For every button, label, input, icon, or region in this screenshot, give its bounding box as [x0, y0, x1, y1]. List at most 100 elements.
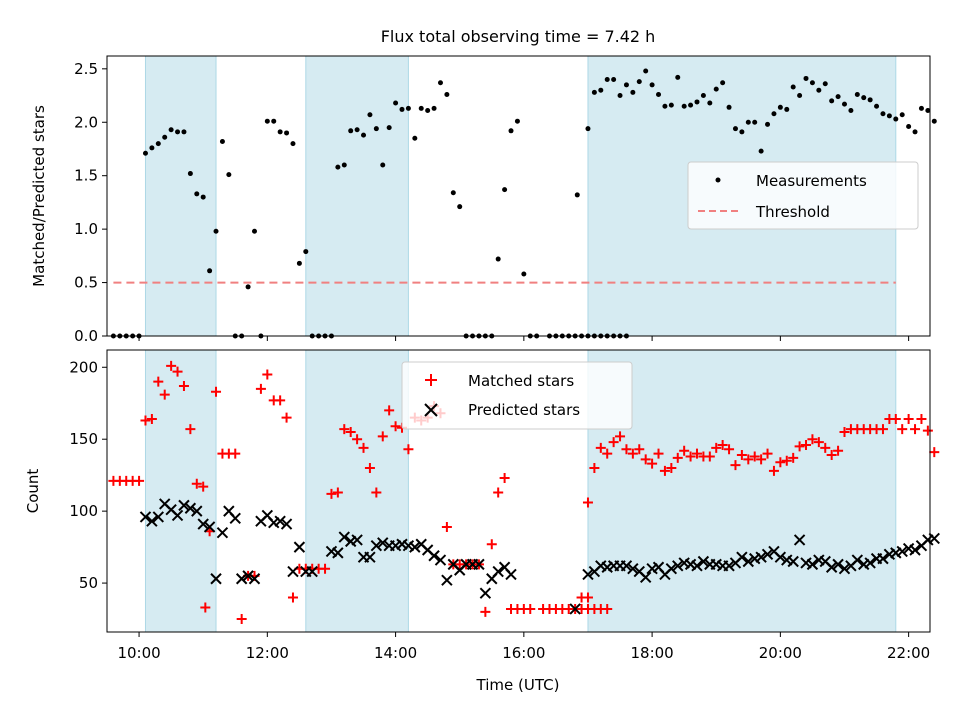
point-matched-stars	[140, 415, 151, 426]
point-measurements	[886, 113, 892, 119]
point-matched-stars	[929, 447, 940, 458]
point-predicted-stars	[428, 550, 440, 562]
point-measurements	[861, 95, 867, 101]
point-measurements	[829, 98, 835, 104]
point-matched-stars	[807, 434, 818, 445]
point-measurements	[271, 118, 277, 124]
point-measurements	[720, 80, 726, 86]
point-measurements	[758, 148, 764, 154]
point-matched-stars	[178, 380, 189, 391]
point-matched-stars	[198, 481, 209, 492]
point-predicted-stars	[235, 573, 248, 585]
point-measurements	[630, 89, 636, 95]
point-matched-stars	[332, 487, 343, 498]
top-y-tick-label: 1.0	[74, 220, 98, 238]
point-measurements	[765, 121, 771, 127]
point-matched-stars	[916, 414, 927, 425]
legend-marker-measurements	[715, 177, 721, 183]
point-matched-stars	[711, 442, 722, 453]
point-matched-stars	[582, 497, 593, 508]
bottom-y-tick-label: 200	[69, 358, 98, 376]
point-measurements	[681, 103, 687, 109]
point-matched-stars	[897, 424, 908, 435]
point-measurements	[290, 141, 296, 147]
point-measurements	[835, 94, 841, 100]
point-predicted-stars	[473, 558, 485, 571]
point-predicted-stars	[332, 547, 344, 559]
point-measurements	[643, 68, 649, 74]
point-predicted-stars	[723, 560, 735, 572]
legend-label-measurements: Measurements	[756, 172, 867, 190]
point-matched-stars	[691, 448, 702, 459]
point-matched-stars	[736, 450, 747, 461]
point-matched-stars	[185, 424, 196, 435]
point-measurements	[906, 124, 912, 130]
point-predicted-stars	[210, 573, 222, 585]
point-measurements	[149, 145, 155, 151]
point-matched-stars	[486, 539, 497, 550]
point-predicted-stars	[152, 511, 165, 523]
point-measurements	[514, 118, 520, 124]
point-measurements	[636, 79, 642, 85]
legend-label-matched: Matched stars	[468, 372, 574, 390]
point-predicted-stars	[851, 554, 864, 566]
point-matched-stars	[480, 606, 491, 617]
point-measurements	[444, 91, 450, 97]
point-measurements	[752, 119, 758, 125]
point-predicted-stars	[441, 574, 453, 586]
point-predicted-stars	[864, 557, 876, 569]
top-axes: 0.0 0.5 1.0 1.5 2.0 2.5 Matched/Predicted sta…	[30, 55, 937, 345]
bottom-y-tick-label: 100	[69, 502, 98, 520]
point-predicted-stars	[434, 554, 447, 566]
point-predicted-stars	[216, 527, 229, 539]
point-measurements	[611, 77, 617, 83]
point-predicted-stars	[896, 545, 908, 558]
point-measurements	[373, 126, 379, 132]
x-tick-label: 22:00	[887, 644, 930, 662]
point-matched-stars	[345, 427, 356, 438]
point-measurements	[405, 105, 411, 111]
point-measurements	[200, 194, 206, 200]
point-matched-stars	[653, 448, 664, 459]
legend-marker-matched	[425, 374, 437, 386]
point-measurements	[931, 118, 937, 124]
point-measurements	[822, 81, 828, 87]
top-y-tick-label: 1.5	[74, 167, 98, 185]
top-y-ticks: 0.0 0.5 1.0 1.5 2.0 2.5	[74, 60, 107, 345]
point-matched-stars	[794, 441, 805, 452]
point-predicted-stars	[370, 539, 383, 552]
point-matched-stars	[166, 360, 177, 371]
point-matched-stars	[621, 444, 632, 455]
point-matched-stars	[200, 602, 211, 613]
point-measurements	[361, 132, 367, 138]
point-measurements	[175, 129, 181, 135]
point-measurements	[162, 134, 168, 140]
point-measurements	[739, 129, 745, 135]
top-y-tick-label: 0.0	[74, 327, 98, 345]
point-matched-stars	[371, 487, 382, 498]
point-matched-stars	[146, 414, 157, 425]
point-matched-stars	[364, 462, 375, 473]
point-measurements	[893, 116, 899, 122]
point-predicted-stars	[569, 603, 581, 615]
point-predicted-stars	[287, 565, 299, 578]
point-measurements	[399, 106, 405, 112]
point-measurements	[598, 87, 604, 93]
point-matched-stars	[659, 465, 670, 476]
point-matched-stars	[390, 421, 401, 432]
point-measurements	[431, 105, 437, 111]
point-measurements	[688, 102, 694, 108]
point-matched-stars	[384, 405, 395, 416]
point-matched-stars	[922, 425, 933, 436]
point-predicted-stars	[877, 552, 889, 565]
point-predicted-stars	[248, 573, 261, 585]
top-legend: Measurements Threshold	[687, 161, 919, 230]
top-x-ticks	[138, 336, 910, 341]
point-matched-stars	[211, 386, 222, 397]
point-matched-stars	[493, 487, 504, 498]
point-matched-stars	[230, 448, 241, 459]
point-matched-stars	[756, 454, 767, 465]
point-predicted-stars	[479, 587, 492, 599]
bottom-y-ticks: 50 100 150 200	[69, 358, 107, 592]
point-measurements	[797, 93, 803, 99]
